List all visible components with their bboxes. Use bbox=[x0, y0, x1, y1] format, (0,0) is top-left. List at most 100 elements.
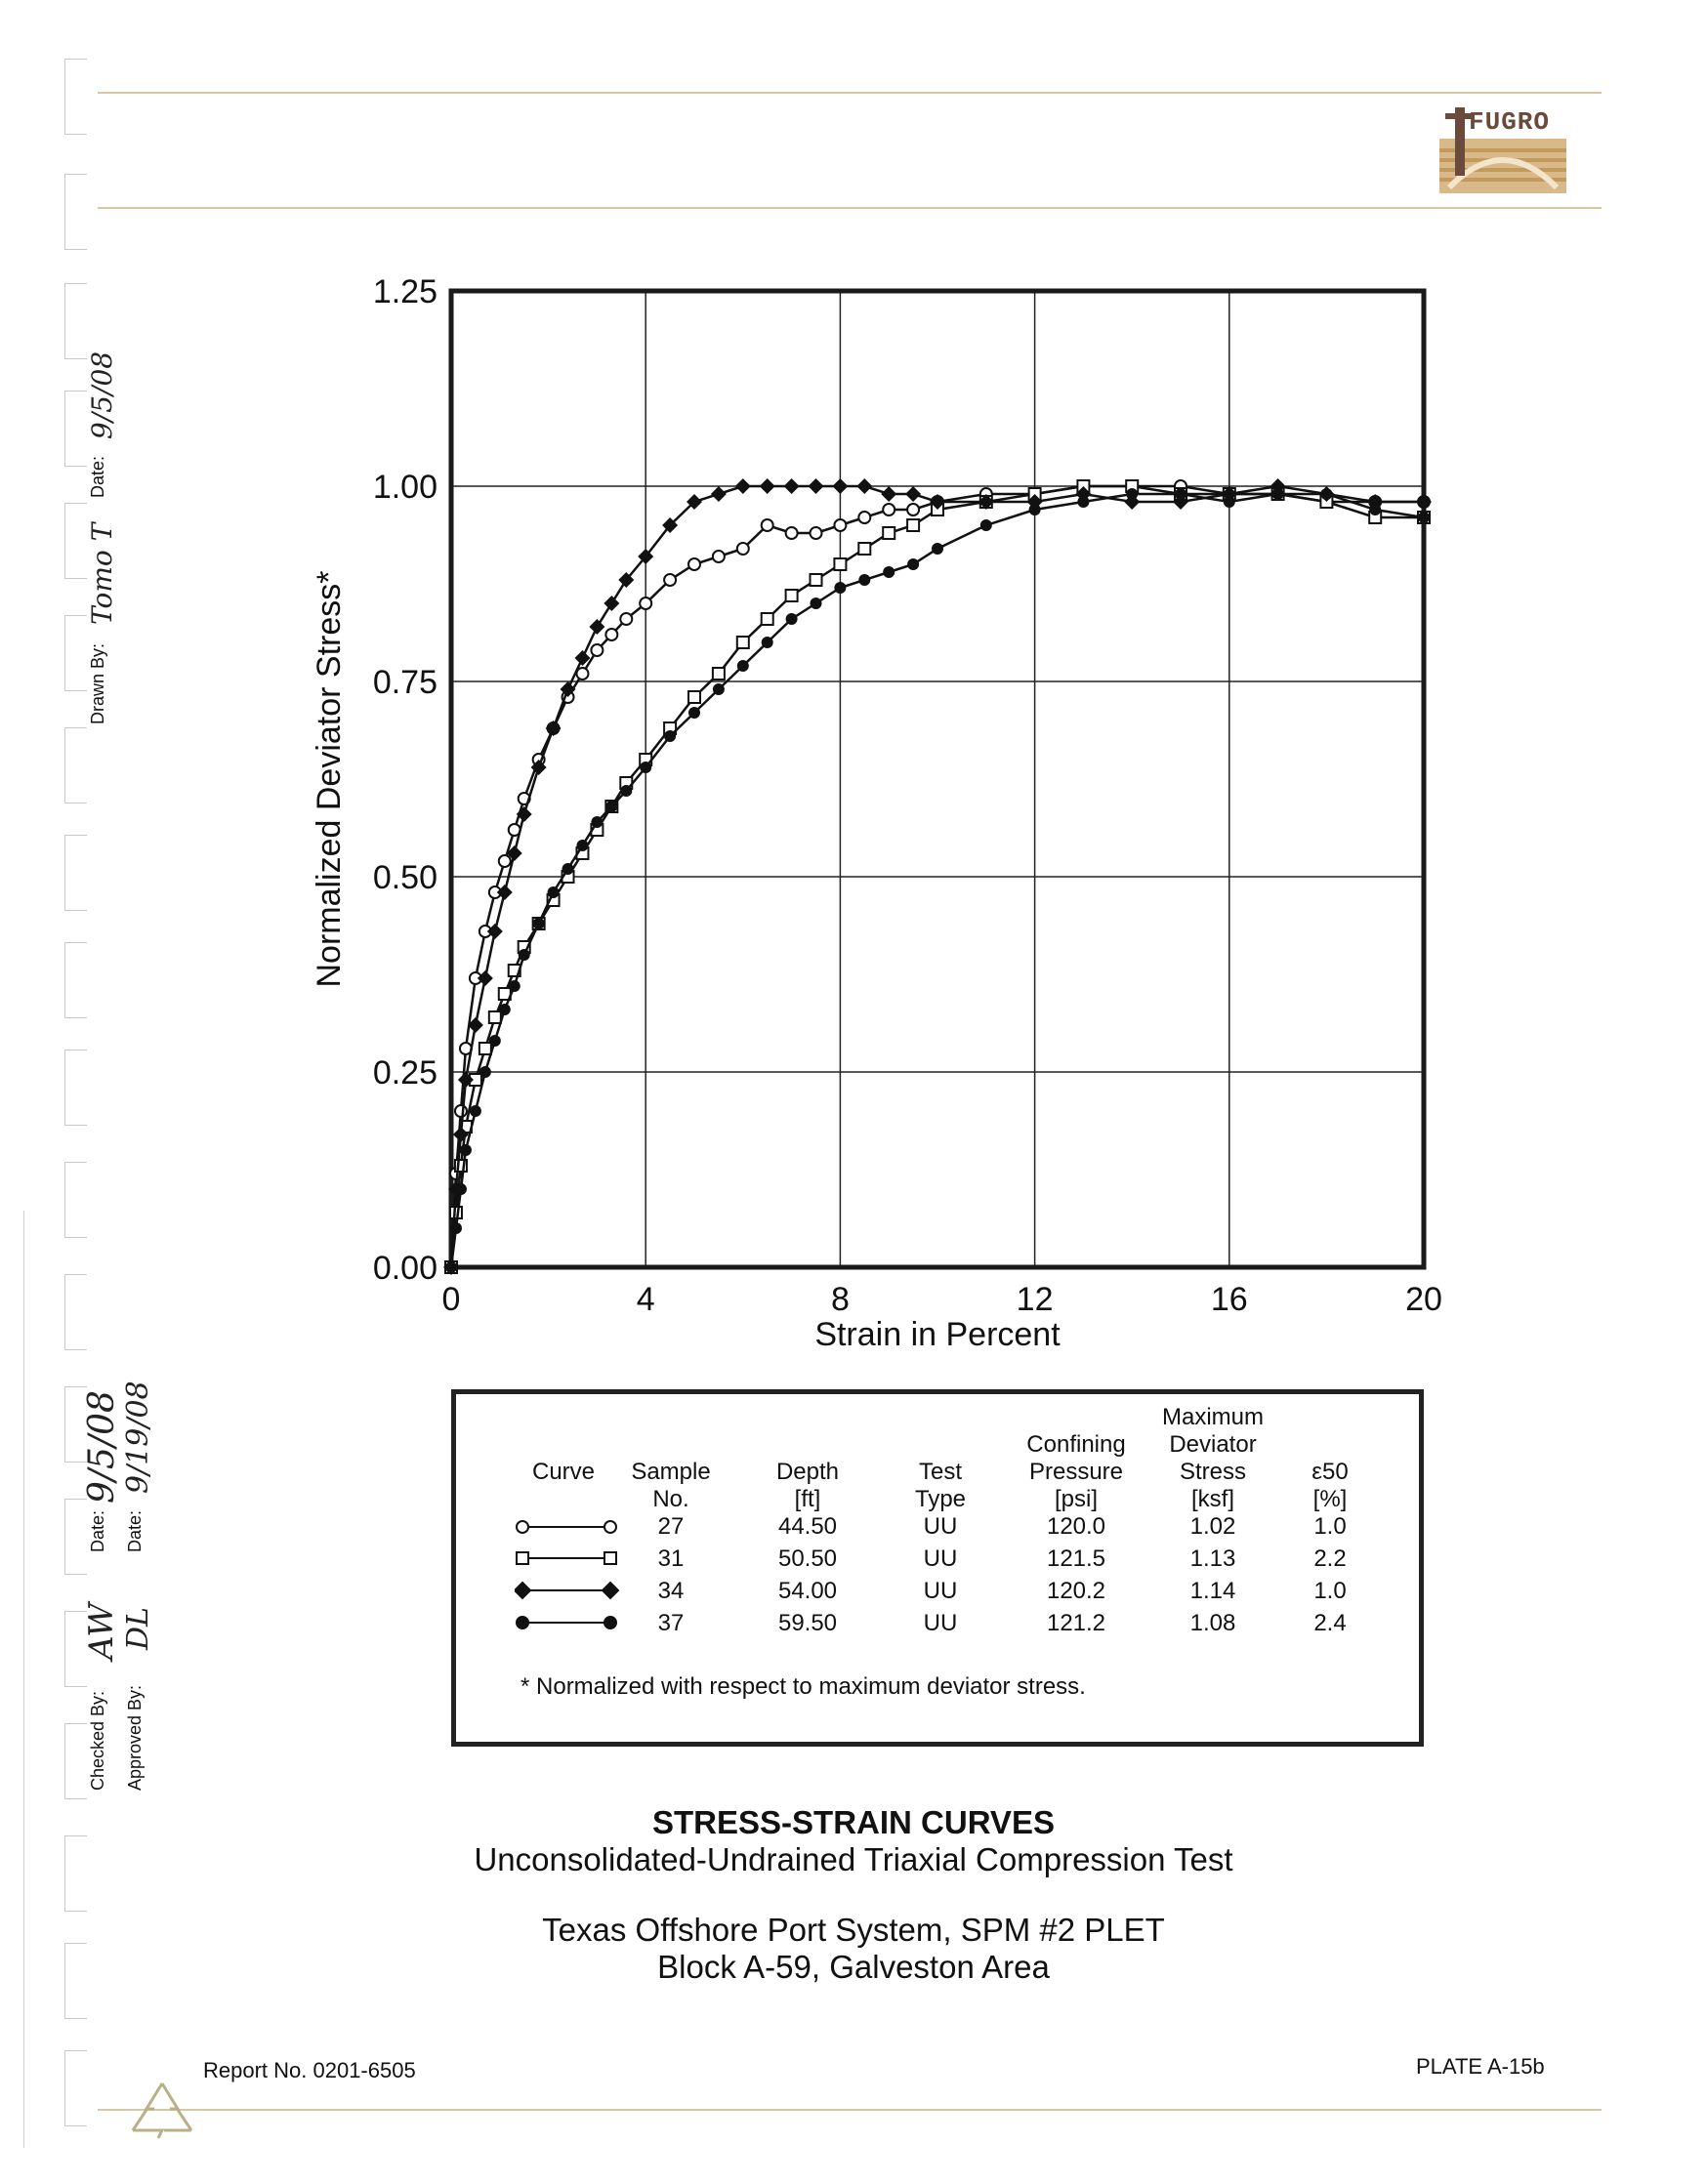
data-point-27 bbox=[639, 597, 653, 610]
data-point-34 bbox=[930, 494, 945, 510]
row3-sample: 34 bbox=[657, 1578, 685, 1604]
data-point-34 bbox=[477, 970, 493, 986]
header-max-1: Maximum bbox=[1161, 1404, 1264, 1430]
plot-frame bbox=[448, 288, 1427, 1270]
data-point-34 bbox=[759, 478, 775, 494]
margin-box bbox=[64, 503, 87, 579]
data-point-37 bbox=[1369, 504, 1382, 515]
data-point-37 bbox=[1320, 488, 1333, 500]
margin-box bbox=[64, 1835, 87, 1912]
margin-box bbox=[64, 283, 87, 359]
data-point-34 bbox=[662, 517, 679, 533]
x-tick-label: 0 bbox=[442, 1281, 461, 1318]
data-point-27 bbox=[833, 518, 848, 532]
data-point-37 bbox=[761, 637, 773, 648]
margin-box bbox=[64, 1162, 87, 1238]
legend-marker-34 bbox=[515, 1581, 620, 1600]
row2-test: UU bbox=[923, 1545, 958, 1572]
data-point-27 bbox=[857, 511, 872, 524]
data-point-37 bbox=[1126, 488, 1139, 500]
data-point-34 bbox=[545, 721, 562, 736]
data-point-34 bbox=[638, 549, 654, 564]
data-point-27 bbox=[453, 1104, 468, 1118]
data-point-37 bbox=[576, 840, 589, 851]
data-point-37 bbox=[469, 1105, 481, 1117]
data-point-37 bbox=[1418, 512, 1430, 523]
checked-date-value: 9/5/08 bbox=[82, 1390, 122, 1504]
data-point-37 bbox=[1223, 496, 1235, 508]
plate-title: STRESS-STRAIN CURVES bbox=[652, 1804, 1055, 1840]
data-point-37 bbox=[532, 918, 545, 929]
data-point-37 bbox=[488, 1035, 501, 1047]
approved-date-label: Date: bbox=[125, 1509, 145, 1552]
report-number: Report No. 0201-6505 bbox=[203, 2058, 416, 2082]
data-point-37 bbox=[858, 574, 871, 586]
data-point-37 bbox=[459, 1144, 472, 1156]
legend-markers bbox=[515, 1520, 620, 1629]
data-point-37 bbox=[562, 863, 574, 875]
row4-depth: 59.50 bbox=[777, 1610, 838, 1636]
data-point-27 bbox=[735, 542, 750, 556]
data-point-31 bbox=[882, 526, 896, 540]
row1-test: UU bbox=[923, 1513, 958, 1540]
approved-by-label: Approved By: bbox=[125, 1684, 145, 1791]
data-point-37 bbox=[834, 582, 847, 594]
stress-strain-chart: 0 4 8 12 16 20 0.00 0.25 0.50 0.75 1.00 1.25 Strain … bbox=[311, 273, 1442, 1353]
binding-edge-line bbox=[23, 1211, 24, 2148]
x-tick-label: 4 bbox=[637, 1281, 655, 1318]
data-point-34 bbox=[905, 486, 922, 502]
margin-box bbox=[64, 174, 87, 250]
checked-by-initials: AW bbox=[82, 1602, 121, 1660]
data-point-37 bbox=[664, 730, 677, 742]
row1-stress: 1.02 bbox=[1189, 1513, 1236, 1540]
header-sample-1: Sample bbox=[631, 1459, 711, 1485]
series-line-37 bbox=[449, 492, 1425, 1268]
data-point-27 bbox=[604, 628, 619, 641]
legend-marker-37 bbox=[516, 1616, 617, 1629]
header-test-1: Test bbox=[918, 1459, 962, 1485]
data-point-37 bbox=[736, 660, 749, 672]
x-tick-label: 8 bbox=[831, 1281, 850, 1318]
row4-pressure: 121.2 bbox=[1046, 1610, 1106, 1636]
data-point-31 bbox=[833, 557, 848, 571]
data-point-37 bbox=[640, 762, 652, 773]
data-point-34 bbox=[530, 760, 547, 775]
data-point-34 bbox=[783, 478, 800, 494]
margin-box bbox=[64, 942, 87, 1018]
data-point-27 bbox=[590, 643, 604, 657]
legend-table: Curve Sample No. Depth [ft] Test Type Co… bbox=[451, 1389, 1424, 1747]
header-depth-2: [ft] bbox=[794, 1486, 821, 1512]
data-point-37 bbox=[810, 598, 822, 609]
data-point-37 bbox=[883, 566, 895, 578]
header-curve: Curve bbox=[531, 1459, 596, 1485]
data-point-37 bbox=[1077, 496, 1090, 508]
data-point-34 bbox=[496, 885, 513, 900]
data-point-31 bbox=[687, 690, 701, 704]
row3-pressure: 120.2 bbox=[1046, 1578, 1106, 1604]
data-point-37 bbox=[620, 785, 633, 797]
data-point-27 bbox=[882, 503, 896, 516]
data-point-34 bbox=[832, 478, 849, 494]
data-point-34 bbox=[574, 650, 591, 666]
row4-e50: 2.4 bbox=[1313, 1610, 1347, 1636]
y-tick-label: 0.75 bbox=[373, 664, 437, 701]
data-point-31 bbox=[784, 589, 799, 602]
data-point-34 bbox=[618, 572, 635, 588]
data-point-34 bbox=[589, 619, 605, 635]
row1-depth: 44.50 bbox=[777, 1513, 838, 1540]
data-point-27 bbox=[809, 526, 823, 540]
data-point-34 bbox=[457, 1072, 474, 1088]
header-confining-2: Pressure bbox=[1028, 1459, 1124, 1485]
margin-box bbox=[64, 1723, 87, 1799]
checked-by-label: Checked By: bbox=[88, 1690, 107, 1791]
row3-depth: 54.00 bbox=[777, 1578, 838, 1604]
data-point-34 bbox=[506, 845, 522, 861]
data-point-27 bbox=[663, 573, 678, 587]
data-point-37 bbox=[1175, 488, 1187, 500]
legend-footnote: * Normalized with respect to maximum dev… bbox=[520, 1673, 1086, 1700]
data-point-27 bbox=[760, 518, 774, 532]
data-point-34 bbox=[710, 486, 727, 502]
checked-date-label: Date: bbox=[88, 1509, 107, 1552]
data-point-34 bbox=[604, 596, 620, 611]
margin-box bbox=[64, 1499, 87, 1575]
